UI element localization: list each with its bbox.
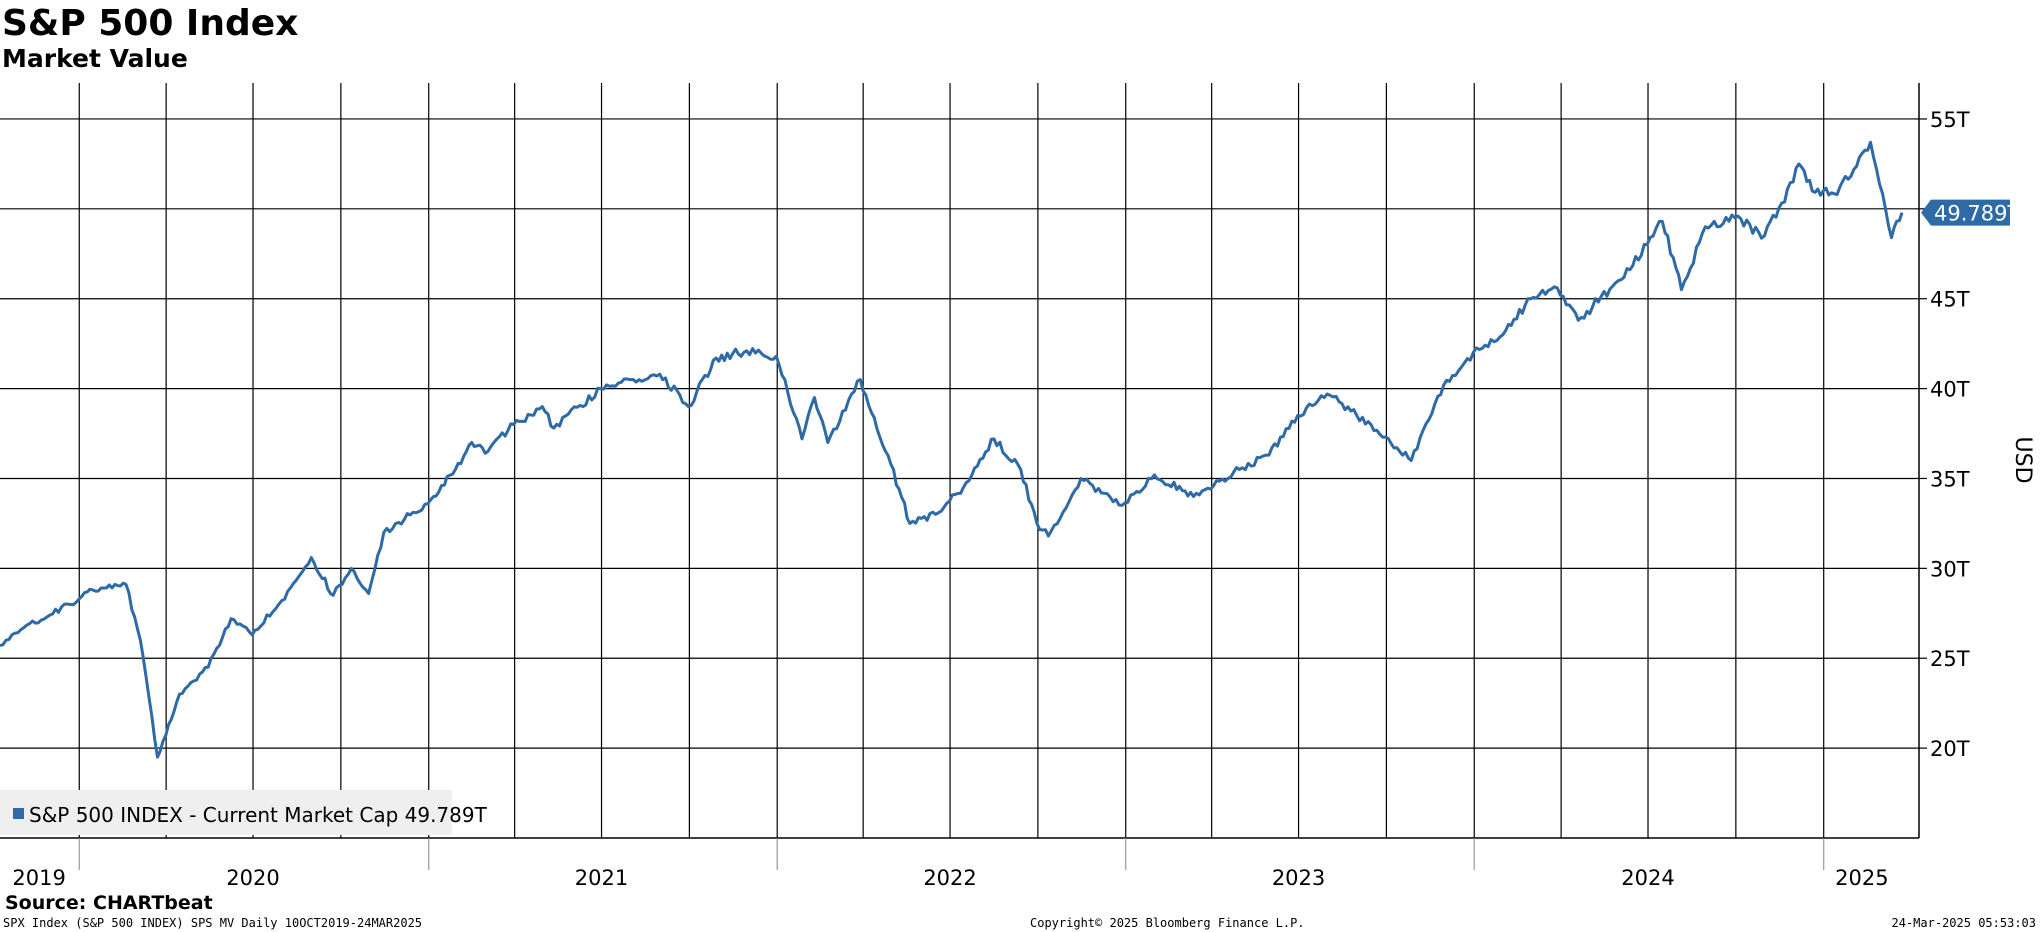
legend: S&P 500 INDEX - Current Market Cap 49.78… [0,790,488,835]
footer-ticker-info: SPX Index (S&P 500 INDEX) SPS MV Daily 1… [3,916,423,930]
y-tick-label: 30T [1930,557,1970,581]
legend-label: S&P 500 INDEX - Current Market Cap 49.78… [29,803,488,827]
y-axis-label: USD [2010,436,2035,483]
chart-subtitle: Market Value [2,44,188,73]
y-tick-label: 55T [1930,108,1970,132]
last-value-badge [1921,199,2010,226]
x-tick-label: 2020 [226,866,279,890]
x-tick-label: 2023 [1272,866,1325,890]
series-line [0,140,1904,759]
legend-box [0,790,452,835]
y-tick-label: 45T [1930,288,1970,312]
labels: 20T 25T 30T 35T 40T 45T 55T 2019 2020 2021 2022 202… [12,108,2035,890]
last-value-label: 49.789T [1934,202,2020,226]
chart-title: S&P 500 Index [2,3,299,44]
footer-timestamp: 24-Mar-2025 05:53:03 [1891,916,2037,930]
gridlines [0,83,1915,838]
last-value-tag: 49.789T [1921,199,2020,226]
x-tick-label: 2024 [1621,866,1674,890]
footer-copyright: Copyright© 2025 Bloomberg Finance L.P. [1030,916,1305,930]
y-tick-label: 35T [1930,467,1970,491]
source-note: Source: CHARTbeat [5,892,213,914]
x-tick-label: 2019 [12,866,65,890]
y-tick-label: 20T [1930,737,1970,761]
axes [0,83,1927,870]
y-tick-label: 40T [1930,378,1970,402]
series-layer [0,140,1904,759]
legend-swatch [13,808,24,819]
y-tick-label: 25T [1930,647,1970,671]
x-tick-label: 2021 [575,866,628,890]
x-tick-label: 2022 [923,866,976,890]
x-tick-label: 2025 [1835,866,1888,890]
